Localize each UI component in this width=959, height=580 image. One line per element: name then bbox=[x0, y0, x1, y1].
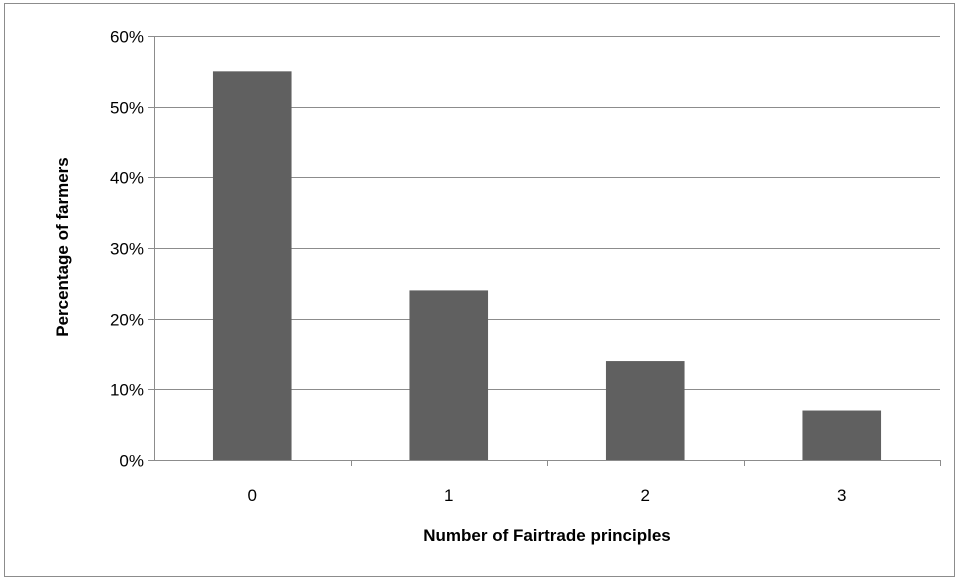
x-tick-labels: 0 1 2 3 bbox=[248, 486, 847, 505]
y-tick-label: 60% bbox=[110, 28, 144, 47]
bars bbox=[212, 71, 882, 460]
axes bbox=[148, 36, 941, 466]
chart-frame bbox=[4, 3, 955, 577]
y-tick-label: 20% bbox=[110, 311, 144, 330]
bar-1 bbox=[409, 290, 489, 460]
bar-3 bbox=[802, 410, 882, 460]
y-tick-label: 0% bbox=[119, 452, 144, 471]
y-tick-label: 40% bbox=[110, 169, 144, 188]
x-tick-label: 2 bbox=[641, 486, 650, 505]
x-axis-title: Number of Fairtrade principles bbox=[423, 526, 671, 545]
y-tick-label: 30% bbox=[110, 240, 144, 259]
y-axis-title: Percentage of farmers bbox=[53, 157, 72, 337]
x-tick-label: 3 bbox=[837, 486, 846, 505]
y-tick-labels: 0% 10% 20% 30% 40% 50% 60% bbox=[110, 28, 144, 471]
x-tick-label: 1 bbox=[444, 486, 453, 505]
y-tick-label: 50% bbox=[110, 99, 144, 118]
x-tick-label: 0 bbox=[248, 486, 257, 505]
y-tick-label: 10% bbox=[110, 381, 144, 400]
bar-0 bbox=[212, 71, 292, 460]
bar-2 bbox=[605, 361, 685, 460]
